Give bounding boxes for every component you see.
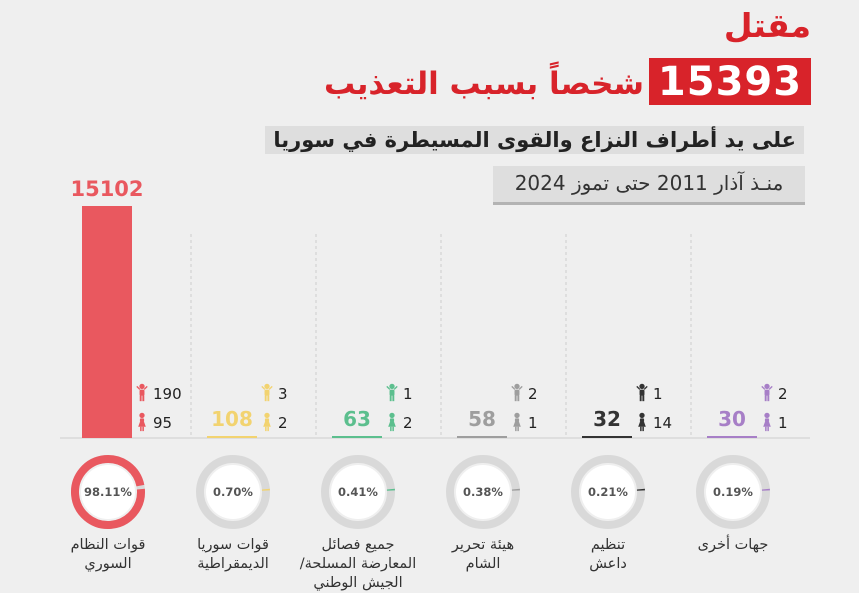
bar — [332, 436, 382, 438]
women-count: 14 — [653, 414, 672, 432]
children-count: 1 — [403, 385, 413, 403]
bar — [82, 206, 132, 438]
category-label-line: الديمقراطية — [197, 556, 269, 572]
children-count: 3 — [278, 385, 288, 403]
category-label-line: جميع فصائل — [321, 537, 395, 553]
donut-center — [581, 465, 635, 519]
value-label: 32 — [593, 407, 621, 431]
donut-track — [196, 455, 270, 529]
donut-center — [331, 465, 385, 519]
child-icon — [511, 383, 523, 402]
category-label-line: داعش — [589, 556, 627, 572]
woman-icon — [138, 412, 146, 432]
women-count: 1 — [528, 414, 538, 432]
bar — [207, 436, 257, 438]
category-label-line: هيئة تحرير — [451, 537, 515, 553]
period-label: منـذ آذار 2011 حتى تموز 2024 — [493, 166, 805, 205]
bar — [457, 436, 507, 438]
donut-track — [446, 455, 520, 529]
woman-icon — [638, 412, 646, 432]
percentage-label: 0.21% — [588, 485, 628, 499]
category-label: قوات النظام السوري — [46, 536, 170, 574]
category-column: 15102 190 95 98.11% — [70, 177, 182, 529]
children-count: 2 — [778, 385, 788, 403]
total-caption: شخصاً بسبب التعذيب — [323, 66, 644, 102]
category-label-line: السوري — [84, 556, 132, 572]
children-count: 1 — [653, 385, 663, 403]
woman-icon — [388, 412, 396, 432]
value-label: 108 — [211, 407, 253, 431]
percentage-label: 0.70% — [213, 485, 253, 499]
category-label-line: قوات سوريا — [197, 537, 269, 553]
category-column: 108 3 2 0.70% — [196, 383, 288, 529]
percentage-label: 0.19% — [713, 485, 753, 499]
donut-segment — [571, 455, 645, 529]
bar — [582, 436, 632, 438]
woman-icon — [263, 412, 271, 432]
donut-segment — [696, 455, 770, 529]
donut-center — [81, 465, 135, 519]
category-label-line: قوات النظام — [70, 537, 146, 553]
women-count: 2 — [278, 414, 288, 432]
percentage-label: 98.11% — [84, 485, 132, 499]
category-label-line: الشام — [465, 556, 501, 572]
category-column: 63 1 2 0.41% — [321, 383, 413, 529]
value-label: 15102 — [70, 177, 143, 201]
category-label: هيئة تحرير الشام — [421, 536, 545, 574]
total-deaths-number: 15393 — [649, 58, 811, 105]
percentage-label: 0.41% — [338, 485, 378, 499]
category-column: 32 1 14 0.21% — [571, 383, 672, 529]
donut-center — [206, 465, 260, 519]
donut-track — [571, 455, 645, 529]
value-label: 63 — [343, 407, 371, 431]
value-label: 30 — [718, 407, 746, 431]
category-label: تنظيم داعش — [546, 536, 670, 574]
child-icon — [261, 383, 273, 402]
subtitle: على يد أطراف النزاع والقوى المسيطرة في س… — [265, 126, 804, 154]
children-count: 190 — [153, 385, 182, 403]
children-count: 2 — [528, 385, 538, 403]
category-label: جميع فصائل المعارضة المسلحة/الجيش الوطني — [296, 536, 420, 593]
donut-track — [321, 455, 395, 529]
child-icon — [386, 383, 398, 402]
child-icon — [761, 383, 773, 402]
value-label: 58 — [468, 407, 496, 431]
kill-word: مقتل — [723, 6, 811, 45]
donut-center — [706, 465, 760, 519]
donut-segment — [196, 455, 270, 529]
donut-segment — [446, 455, 520, 529]
category-label-line: جهات أخرى — [697, 537, 769, 553]
donut-track — [696, 455, 770, 529]
category-label: قوات سوريا الديمقراطية — [171, 536, 295, 574]
woman-icon — [763, 412, 771, 432]
women-count: 1 — [778, 414, 788, 432]
bar — [707, 436, 757, 438]
category-label: جهات أخرى — [671, 536, 795, 555]
women-count: 95 — [153, 414, 172, 432]
woman-icon — [513, 412, 521, 432]
donut-segment — [321, 455, 395, 529]
percentage-label: 0.38% — [463, 485, 503, 499]
category-column: 30 2 1 0.19% — [696, 383, 788, 529]
donut-center — [456, 465, 510, 519]
donut-segment — [71, 455, 145, 529]
women-count: 2 — [403, 414, 413, 432]
child-icon — [136, 383, 148, 402]
category-column: 58 2 1 0.38% — [446, 383, 538, 529]
child-icon — [636, 383, 648, 402]
category-label-line: الجيش الوطني — [313, 575, 403, 591]
category-label-line: المعارضة المسلحة/ — [299, 556, 417, 572]
category-label-line: تنظيم — [590, 537, 626, 553]
